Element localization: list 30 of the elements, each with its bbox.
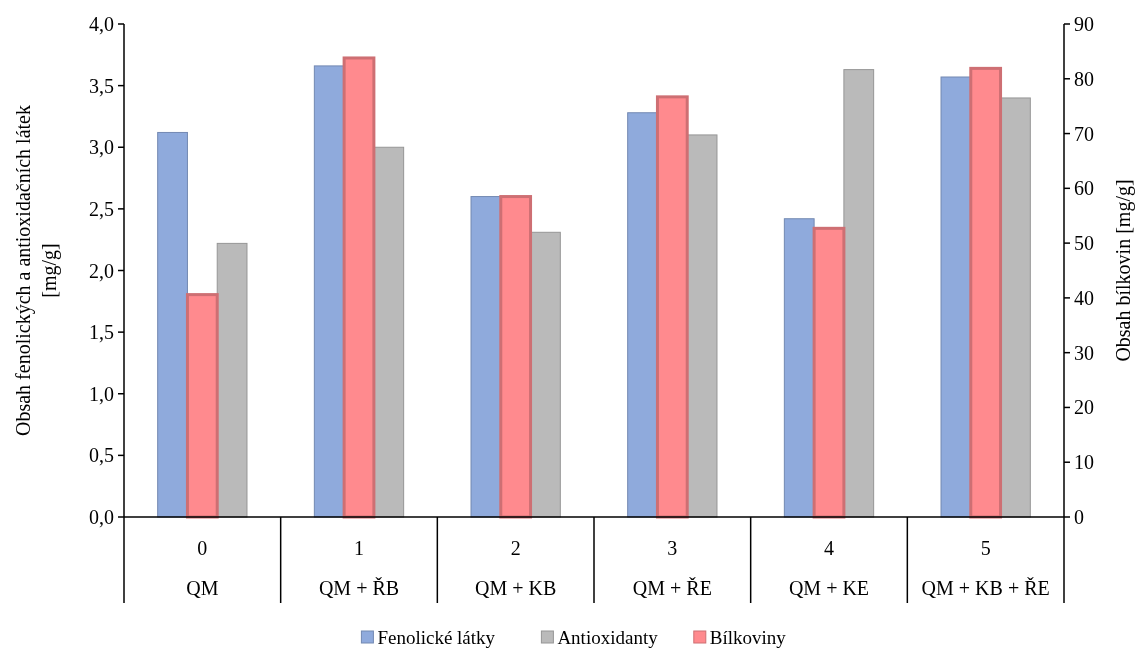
y2-tick-label: 60 — [1074, 177, 1094, 200]
y2-tick-label: 70 — [1074, 122, 1094, 145]
y-tick-label: 2,5 — [89, 197, 114, 220]
y-tick-label: 4,0 — [89, 13, 114, 35]
y2-tick-label: 20 — [1074, 396, 1094, 419]
y2-axis-title: Obsah bílkovin [mg/g] — [1112, 179, 1135, 362]
y-tick-label: 3,0 — [89, 136, 114, 159]
legend-label: Bílkoviny — [709, 626, 787, 648]
y-tick-label: 2,0 — [89, 259, 114, 282]
y2-tick-label: 90 — [1074, 13, 1094, 35]
y2-tick-label: 0 — [1074, 506, 1084, 528]
y-tick-label: 3,5 — [89, 74, 114, 97]
y-tick-label: 1,0 — [89, 382, 114, 405]
y2-tick-label: 50 — [1074, 232, 1094, 255]
x-tick-label: 1 QM + ŘB — [318, 537, 400, 599]
legend-label: Antioxidanty — [557, 626, 659, 648]
y2-tick-label: 30 — [1074, 341, 1094, 364]
y2-tick-label: 40 — [1074, 286, 1094, 309]
x-tick-label: 3 QM + ŘE — [632, 537, 712, 599]
y-axis-title: Obsah fenolických a antioxidačních látek [mg/g] — [12, 105, 61, 436]
x-tick-label: 5 QM + KB + ŘE — [921, 537, 1050, 599]
y-tick-label: 0,0 — [89, 506, 114, 528]
y-tick-label: 0,5 — [89, 444, 114, 467]
y2-tick-label: 10 — [1074, 451, 1094, 474]
x-tick-label: 2 QM + KB — [475, 537, 557, 599]
y-tick-label: 1,5 — [89, 321, 114, 344]
x-tick-label: 4 QM + KE — [788, 537, 870, 599]
y2-tick-label: 80 — [1074, 67, 1094, 90]
x-tick-label: 0 QM — [186, 537, 219, 599]
legend-label: Fenolické látky — [377, 626, 496, 648]
